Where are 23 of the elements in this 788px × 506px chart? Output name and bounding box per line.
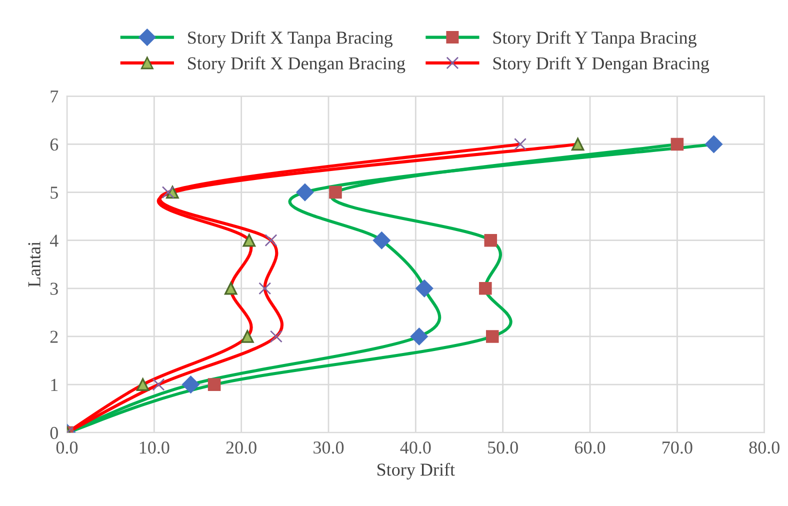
x-tick-label: 30.0	[314, 441, 344, 454]
legend-label: Story Drift X Tanpa Bracing	[188, 30, 393, 48]
y-tick-label: 6	[50, 138, 58, 151]
y-axis-title: Lantai	[28, 242, 40, 287]
x-tick-label: 20.0	[226, 441, 256, 454]
legend-label: Story Drift X Dengan Bracing	[188, 56, 406, 74]
x-tick-label: 0.0	[56, 441, 78, 454]
legend-label: Story Drift Y Dengan Bracing	[493, 56, 710, 74]
y-tick-label: 2	[50, 330, 58, 343]
legend-label: Story Drift Y Tanpa Bracing	[493, 30, 696, 48]
y-tick-label: 1	[51, 378, 58, 391]
y-tick-label: 0	[50, 426, 58, 440]
x-axis-title: Story Drift	[378, 462, 455, 480]
y-tick-label: 4	[50, 234, 58, 247]
y-tick-label: 5	[50, 186, 58, 199]
x-tick-label: 70.0	[662, 441, 692, 454]
x-tick-label: 40.0	[400, 441, 431, 454]
x-tick-label: 10.0	[140, 441, 170, 454]
x-tick-label: 50.0	[488, 441, 518, 454]
x-tick-label: 80.0	[749, 441, 780, 454]
x-tick-label: 60.0	[574, 441, 606, 454]
y-tick-label: 3	[50, 282, 58, 295]
y-tick-label: 7	[50, 90, 58, 102]
